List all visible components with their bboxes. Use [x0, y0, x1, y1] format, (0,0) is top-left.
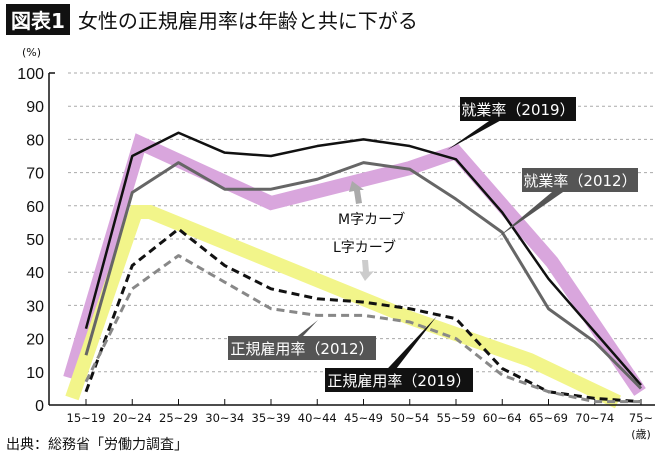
x-tick-label: 65~69	[529, 411, 568, 425]
x-tick-label: 55~59	[437, 411, 476, 425]
x-tick-label: 15~19	[67, 411, 106, 425]
y-axis-unit: (%)	[22, 46, 41, 59]
y-tick-label: 50	[26, 232, 44, 249]
chart-title: 図表1 女性の正規雇用率は年齢と共に下がる	[6, 4, 418, 35]
label-emp2019-box	[460, 97, 576, 121]
x-tick-label: 40~44	[298, 411, 337, 425]
x-tick-label: 25~29	[159, 411, 198, 425]
x-tick-label: 50~54	[390, 411, 429, 425]
label-reg2019-pointer	[369, 316, 437, 388]
label-reg2019: 正規雇用率（2019）	[327, 372, 470, 390]
source-note: 出典：総務省「労働力調査」	[6, 437, 188, 453]
arrow-down-icon	[359, 260, 374, 281]
x-tick-label: 70~74	[575, 411, 614, 425]
y-tick-label: 20	[26, 332, 44, 349]
y-tick-label: 70	[26, 166, 44, 183]
x-tick-label: 60~64	[483, 411, 522, 425]
y-tick-label: 60	[26, 199, 44, 216]
x-tick-label: 35~39	[252, 411, 291, 425]
label-emp2012-pointer	[497, 188, 569, 238]
figure-tag: 図表1	[6, 4, 70, 35]
y-tick-label: 100	[17, 66, 44, 83]
y-tick-label: 40	[26, 265, 44, 282]
x-axis-unit: (歳)	[631, 428, 651, 441]
label-emp2019: 就業率（2019）	[461, 101, 574, 119]
label-emp2012-box	[522, 168, 638, 192]
m-curve-label: M字カーブ	[338, 211, 405, 228]
label-reg2012-box	[228, 336, 376, 360]
label-emp2012: 就業率（2012）	[523, 172, 636, 190]
y-tick-label: 90	[26, 99, 44, 116]
x-tick-label: 20~24	[113, 411, 152, 425]
y-tick-label: 0	[35, 398, 44, 415]
x-tick-label: 75~	[629, 411, 653, 425]
label-reg2012: 正規雇用率（2012）	[230, 340, 373, 358]
arrow-up-icon	[349, 181, 364, 204]
y-tick-label: 80	[26, 132, 44, 149]
title-text: 女性の正規雇用率は年齢と共に下がる	[77, 9, 418, 33]
y-tick-label: 10	[26, 365, 44, 382]
label-reg2019-box	[325, 368, 473, 392]
label-emp2019-pointer	[447, 117, 507, 150]
x-tick-label: 30~34	[205, 411, 244, 425]
y-tick-label: 30	[26, 298, 44, 315]
x-tick-label: 45~49	[344, 411, 383, 425]
l-curve-band	[65, 205, 622, 409]
l-curve-label: L字カーブ	[333, 239, 396, 256]
